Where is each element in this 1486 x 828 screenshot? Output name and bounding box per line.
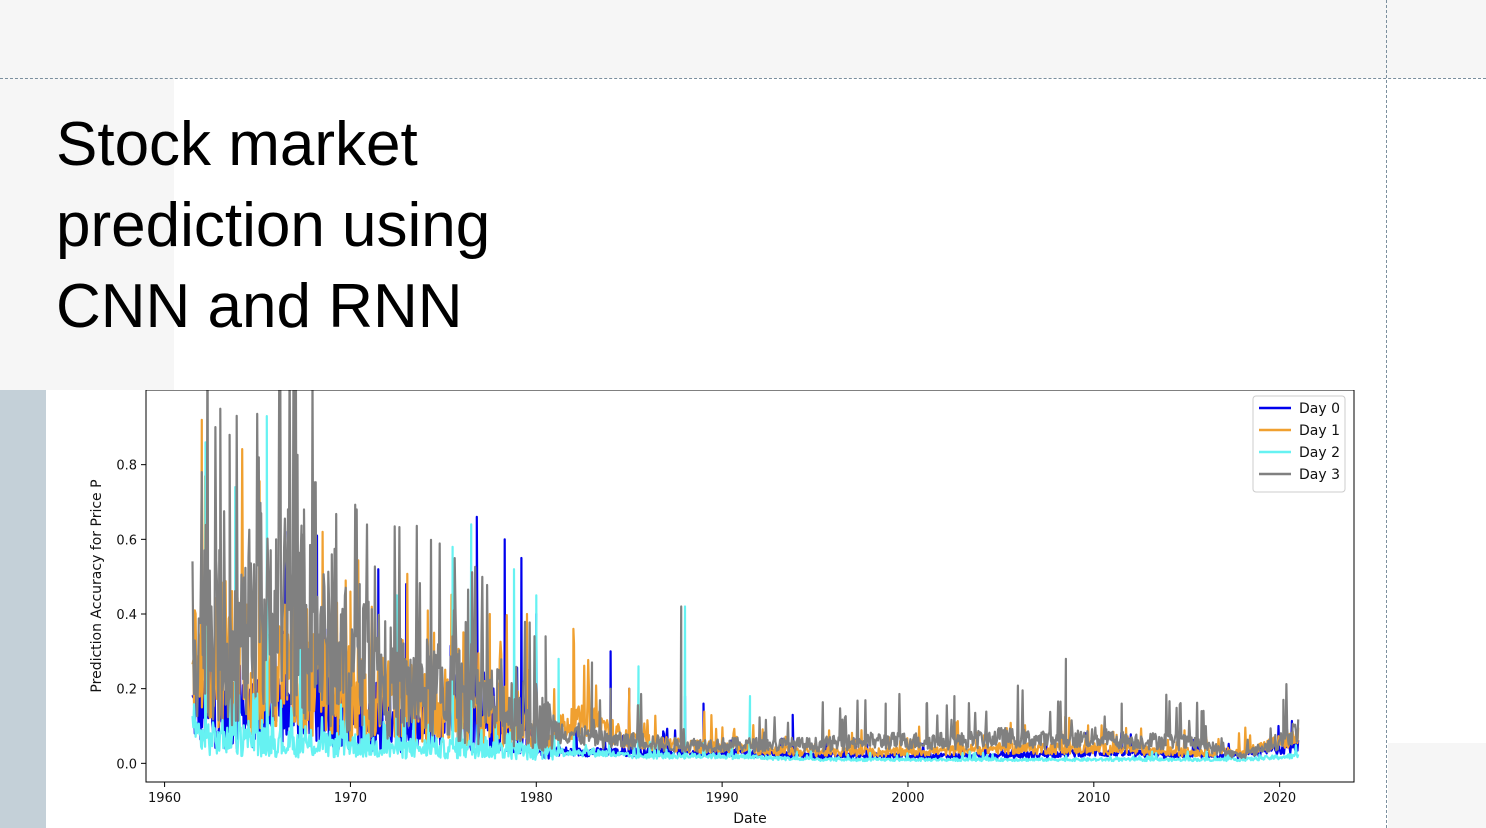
vertical-guide-line [1386, 0, 1387, 828]
series-line-day-3 [191, 390, 1300, 759]
legend-label-day-1: Day 1 [1299, 423, 1340, 439]
slide-title-panel [0, 78, 174, 390]
slide-title: Stock market prediction using CNN and RN… [56, 104, 490, 347]
y-tick-label: 0.6 [116, 533, 137, 548]
horizontal-guide-line [0, 78, 1486, 79]
y-tick-label: 0.8 [116, 459, 137, 474]
legend: Day 0 Day 1 Day 2 Day 3 [1252, 395, 1346, 493]
y-axis-label: Prediction Accuracy for Price P [89, 479, 105, 692]
slide-title-line-2: prediction using [56, 191, 491, 260]
y-tick-label: 0.2 [116, 683, 137, 698]
slide-top-band [0, 0, 1486, 78]
slide-accent-bar [0, 390, 46, 828]
x-axis: 1960 1970 1980 1990 2000 2010 2020 [148, 782, 1296, 806]
y-tick-label: 0.4 [116, 608, 137, 623]
x-tick-label: 2010 [1077, 791, 1110, 806]
slide-title-line-1: Stock market [56, 110, 418, 179]
x-tick-label: 1980 [520, 791, 553, 806]
plot-frame [145, 390, 1355, 783]
legend-box [1252, 395, 1346, 493]
slide-title-line-3: CNN and RNN [56, 272, 463, 341]
x-tick-label: 2020 [1263, 791, 1296, 806]
x-axis-label: Date [733, 811, 766, 827]
x-tick-label: 1960 [148, 791, 181, 806]
legend-label-day-2: Day 2 [1299, 445, 1340, 461]
x-tick-label: 2000 [891, 791, 924, 806]
slide-corner-block [1388, 743, 1486, 828]
x-tick-label: 1990 [706, 791, 739, 806]
y-tick-label: 0.0 [116, 757, 137, 772]
series-line-day-2 [191, 415, 1300, 763]
legend-label-day-3: Day 3 [1299, 467, 1340, 483]
series-layer [191, 390, 1300, 763]
y-axis: 0.0 0.2 0.4 0.6 0.8 [116, 459, 146, 772]
prediction-accuracy-chart: 1960 1970 1980 1990 2000 2010 2020 0.00.20.40.… [46, 390, 1356, 828]
x-tick-label: 1970 [334, 791, 367, 806]
legend-label-day-0: Day 0 [1299, 401, 1340, 417]
